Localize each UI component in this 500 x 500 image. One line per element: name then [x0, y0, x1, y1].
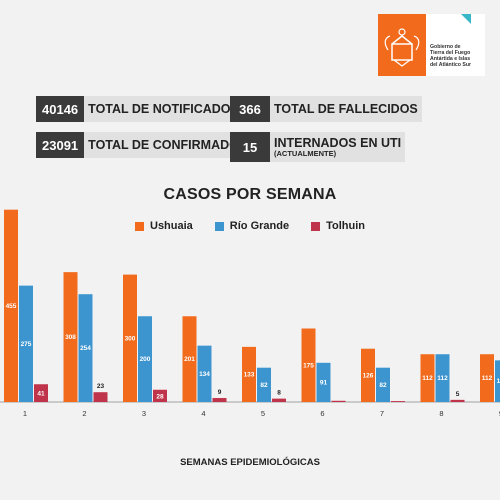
- bar-tolhuin-1: [34, 384, 48, 402]
- stat-value: 366: [230, 96, 270, 122]
- bar-ushuaia-5: [242, 346, 256, 402]
- stat-label: TOTAL DE CONFIRMADOS: [84, 132, 252, 158]
- data-label: 91: [320, 379, 328, 386]
- data-label: 275: [21, 341, 32, 348]
- bar-tolhuin-7: [391, 401, 405, 402]
- bar-ushuaia-2: [63, 272, 78, 402]
- stat-label: INTERNADOS EN UTI (ACTUALMENTE): [270, 132, 406, 162]
- data-label: 23: [97, 383, 105, 390]
- logo-line: Gobierno de: [430, 44, 461, 50]
- bar-tolhuin-2: [93, 392, 108, 402]
- data-label: 134: [199, 371, 210, 378]
- bar-tolhuin-6: [331, 400, 346, 402]
- stat-notificados: 40146 TOTAL DE NOTIFICADOS: [36, 96, 243, 122]
- legend-swatch: [135, 221, 144, 231]
- bar-rio-grande-7: [376, 367, 390, 402]
- bar-tolhuin-8: [450, 399, 465, 402]
- stat-value: 23091: [36, 132, 85, 158]
- logo-line: Antártida e Islas: [430, 56, 471, 62]
- bar-tolhuin-4: [212, 398, 227, 402]
- bar-rio-grande-8: [435, 354, 450, 402]
- stat-label: TOTAL DE FALLECIDOS: [270, 96, 422, 122]
- data-label: 201: [184, 356, 195, 363]
- bar-tolhuin-5: [272, 398, 286, 402]
- data-label: 133: [244, 371, 255, 378]
- stat-fallecidos: 366 TOTAL DE FALLECIDOS: [230, 96, 422, 122]
- stat-confirmados: 23091 TOTAL DE CONFIRMADOS: [36, 132, 252, 158]
- stat-value: 15: [230, 132, 270, 162]
- emblem-icon: [378, 14, 426, 76]
- data-label: 100: [497, 378, 500, 385]
- bar-ushuaia-6: [301, 328, 316, 402]
- legend-item-tolhuin: Tolhuin: [311, 220, 365, 232]
- stat-sublabel: (ACTUALMENTE): [274, 149, 337, 158]
- data-label: 308: [65, 334, 76, 341]
- x-tick-label: 1: [23, 409, 27, 418]
- bar-rio-grande-3: [138, 316, 152, 402]
- x-tick-label: 9: [499, 409, 500, 418]
- legend-label: Tolhuin: [326, 220, 365, 232]
- stat-label-text: TOTAL DE NOTIFICADOS: [88, 102, 239, 116]
- data-label: 300: [125, 335, 136, 342]
- bar-rio-grande-6: [316, 362, 331, 402]
- data-label: 200: [140, 356, 151, 363]
- data-label: 112: [437, 375, 448, 382]
- bar-rio-grande-9: [495, 360, 500, 402]
- data-label: 82: [379, 382, 387, 389]
- legend-swatch: [214, 221, 224, 231]
- stat-label-text: TOTAL DE FALLECIDOS: [274, 102, 418, 116]
- bar-ushuaia-7: [361, 348, 375, 402]
- data-label: 9: [218, 389, 222, 396]
- government-logo: Gobierno de Tierra del Fuego Antártida e…: [378, 14, 485, 76]
- legend-item-rio-grande: Río Grande: [214, 220, 290, 232]
- data-label: 5: [456, 391, 460, 398]
- bar-ushuaia-8: [420, 354, 435, 402]
- stat-value: 40146: [36, 96, 85, 122]
- bar-rio-grande-4: [197, 345, 212, 402]
- logo-line: del Atlántico Sur: [430, 62, 472, 68]
- bar-ushuaia-1: [4, 209, 18, 402]
- stat-label: TOTAL DE NOTIFICADOS: [84, 96, 243, 122]
- data-label: 112: [422, 375, 433, 382]
- x-tick-label: 7: [380, 409, 384, 418]
- chart-legend: Ushuaia Río Grande Tolhuin: [0, 220, 500, 232]
- stat-label-text: TOTAL DE CONFIRMADOS: [88, 138, 248, 152]
- logo-text: Gobierno de Tierra del Fuego Antártida e…: [430, 44, 485, 68]
- stat-internados-uti: 15 INTERNADOS EN UTI (ACTUALMENTE): [230, 132, 406, 162]
- data-label: 455: [6, 303, 17, 310]
- bar-ushuaia-4: [182, 316, 197, 402]
- legend-swatch: [311, 221, 321, 231]
- bar-ushuaia-3: [123, 274, 137, 402]
- data-label: 254: [80, 345, 91, 352]
- x-tick-label: 3: [142, 409, 146, 418]
- chart-title: CASOS POR SEMANA: [163, 186, 337, 203]
- bar-tolhuin-3: [153, 389, 167, 402]
- legend-label: Río Grande: [229, 220, 290, 232]
- bar-ushuaia-9: [480, 354, 494, 402]
- data-label: 8: [277, 390, 281, 397]
- x-tick-label: 5: [261, 409, 265, 418]
- legend-item-ushuaia: Ushuaia: [135, 220, 193, 232]
- x-axis-label: SEMANAS EPIDEMIOLÓGICAS: [180, 457, 320, 468]
- data-label: 126: [363, 372, 374, 379]
- legend-label: Ushuaia: [150, 220, 193, 232]
- data-label: 112: [482, 375, 493, 382]
- logo-line: Tierra del Fuego: [430, 50, 471, 56]
- bar-rio-grande-1: [19, 285, 33, 402]
- corner-flag-icon: [461, 14, 471, 24]
- x-tick-label: 8: [439, 409, 443, 418]
- stat-label-text: INTERNADOS EN UTI: [274, 136, 402, 150]
- data-label: 41: [37, 391, 45, 398]
- data-label: 82: [260, 382, 268, 389]
- data-label: 175: [303, 362, 314, 369]
- x-tick-label: 2: [82, 409, 86, 418]
- x-tick-label: 4: [201, 409, 205, 418]
- bar-rio-grande-5: [257, 367, 271, 402]
- bar-rio-grande-2: [78, 294, 93, 402]
- data-label: 28: [156, 393, 164, 400]
- x-tick-label: 6: [320, 409, 324, 418]
